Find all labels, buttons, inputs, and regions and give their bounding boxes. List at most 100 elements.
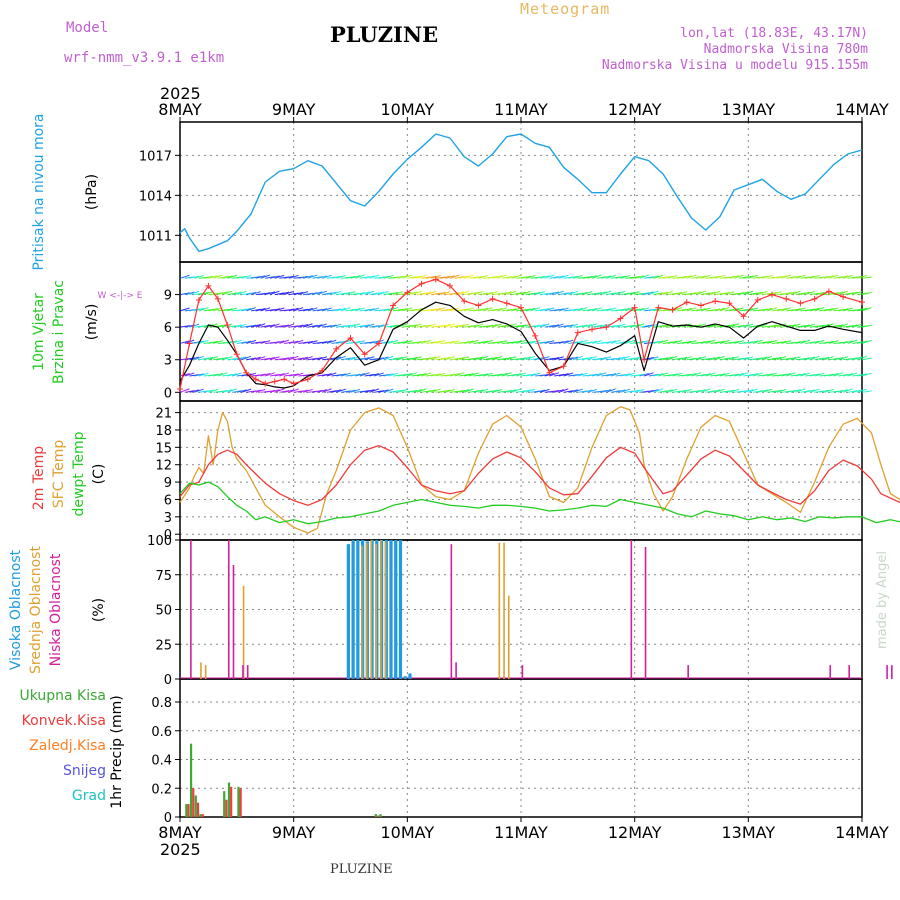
wind-barb xyxy=(426,290,436,296)
wind-barb xyxy=(644,324,654,328)
wind-barb xyxy=(468,291,479,296)
wind-barb xyxy=(681,308,692,312)
gust-point xyxy=(461,298,468,305)
wind-barb xyxy=(530,291,541,296)
wind-barb xyxy=(473,308,484,312)
precip-total-bar xyxy=(227,782,231,817)
wind-barb xyxy=(516,372,526,377)
wind-barb xyxy=(553,323,564,328)
cloud-high-bar xyxy=(356,540,360,679)
wind-barb xyxy=(658,291,669,296)
wind-barb xyxy=(189,356,200,361)
wind-barb xyxy=(757,308,768,312)
wind-barb xyxy=(497,372,508,377)
wind-barb xyxy=(539,388,550,393)
wind-barb xyxy=(591,307,602,312)
wind-barb xyxy=(563,291,574,296)
wind-barb xyxy=(809,388,820,393)
wind-barb xyxy=(729,308,740,312)
wind-y-tick-label: 3 xyxy=(164,354,172,369)
wind-barb xyxy=(274,340,285,344)
wind-barb xyxy=(833,357,844,361)
wind-barb xyxy=(194,274,204,279)
meteogram-label: Meteogram xyxy=(520,0,611,18)
wind-barb xyxy=(482,339,493,344)
wind-barb xyxy=(587,275,598,279)
wind-barb xyxy=(805,275,816,279)
wind-barb xyxy=(426,323,436,328)
x-tick-label-top: 11MAY xyxy=(494,100,548,119)
wind-barb xyxy=(231,372,242,377)
wind-barb xyxy=(440,323,451,328)
wind-barb xyxy=(629,389,640,393)
wind-barb xyxy=(572,340,583,344)
wind-barb xyxy=(786,389,797,393)
wind-barb xyxy=(601,389,612,393)
cloud-low-bar xyxy=(848,665,850,679)
wind-barb xyxy=(672,307,683,312)
wind-barb xyxy=(279,291,290,296)
wind-barb xyxy=(691,389,702,393)
wind-barb xyxy=(516,291,527,296)
cloud-high-ylabel: Visoka Oblacnost xyxy=(8,549,24,670)
wind-barb xyxy=(236,389,247,393)
wind-barb xyxy=(411,323,422,328)
wind-barb xyxy=(454,291,465,296)
wind-barb xyxy=(317,275,328,279)
wind-barb xyxy=(809,307,820,312)
cloud-low-bar xyxy=(886,665,888,679)
wind-barb xyxy=(189,275,200,279)
wind-barb xyxy=(331,308,342,312)
wind-barb xyxy=(241,355,252,361)
wind-barb xyxy=(397,340,408,344)
credit-label: made by Angel xyxy=(875,551,890,649)
wind-barb xyxy=(336,373,347,377)
wind-barb xyxy=(601,275,612,279)
cloud-low-bar xyxy=(190,540,192,679)
gust-point xyxy=(641,356,648,363)
wind-barb xyxy=(539,356,550,361)
wind-barb xyxy=(852,275,863,279)
wind-barb xyxy=(445,275,456,279)
wind-barb xyxy=(497,292,508,296)
precip-frame xyxy=(179,678,863,818)
wind-barb xyxy=(307,307,318,312)
wind-barb xyxy=(601,290,612,296)
cloud-mid-bar xyxy=(204,665,207,679)
wind-barb xyxy=(520,275,531,279)
wind-barb xyxy=(686,372,697,377)
wind-barb xyxy=(355,274,365,279)
wind-barb xyxy=(369,307,380,312)
wind-barb xyxy=(321,373,332,377)
wind-barb xyxy=(411,341,422,344)
wind-barb xyxy=(710,356,721,361)
wind-barb xyxy=(189,308,200,312)
wind-barb xyxy=(288,355,299,361)
wind-barb xyxy=(639,324,650,328)
precip-legend-item: Grad xyxy=(72,788,106,804)
wind-barb xyxy=(823,308,834,312)
wind-barb xyxy=(212,274,223,279)
wind-barb xyxy=(805,308,816,312)
wind-barb xyxy=(847,390,858,393)
wind-barb xyxy=(255,388,266,393)
wind-barb xyxy=(411,275,422,279)
wind-barb xyxy=(591,324,602,328)
wind-barb xyxy=(814,372,825,377)
wind-barb xyxy=(359,291,370,296)
wind-barb xyxy=(805,323,815,328)
wind-barb xyxy=(752,339,763,344)
wind-barb xyxy=(715,307,725,312)
wind-barb xyxy=(497,324,508,328)
cloud-low-bar xyxy=(891,665,893,679)
wind-barb xyxy=(525,373,536,377)
wind-barb xyxy=(184,291,195,296)
wind-barb xyxy=(284,356,294,361)
wind-barb xyxy=(511,292,522,296)
wind-barb xyxy=(842,340,853,344)
wind-barb xyxy=(411,308,422,312)
wind-barb xyxy=(241,307,252,312)
wind-barb xyxy=(549,389,560,393)
wind-barb xyxy=(416,388,427,393)
